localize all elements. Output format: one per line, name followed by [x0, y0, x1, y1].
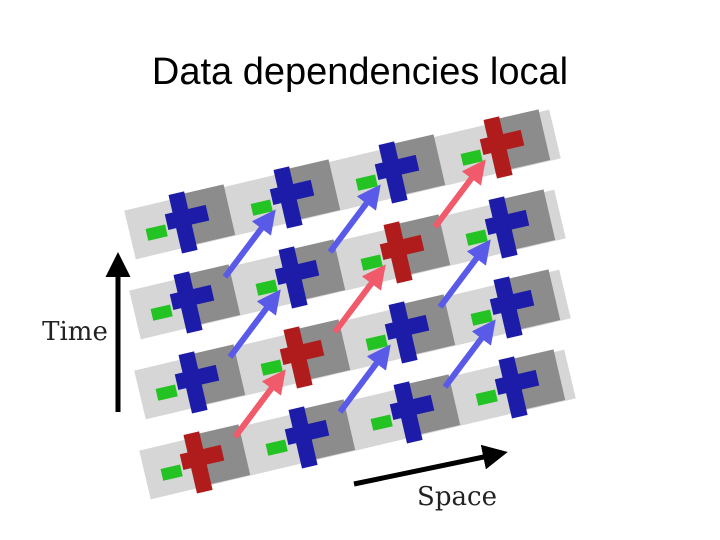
plus [269, 166, 315, 229]
cell [470, 269, 561, 339]
plus [374, 141, 420, 204]
plus [479, 116, 525, 179]
plus [274, 246, 320, 309]
dependency-arrow [437, 239, 491, 309]
cell [260, 319, 351, 389]
source-marker [370, 414, 393, 431]
plus [179, 431, 225, 494]
source-marker [160, 464, 183, 481]
cell [155, 344, 246, 414]
plus [279, 326, 325, 389]
dependency-arrow [232, 369, 286, 439]
cell [460, 109, 551, 179]
dependency-arrow [327, 184, 381, 254]
plus [489, 276, 535, 339]
cell [160, 424, 251, 494]
cell [265, 399, 356, 469]
cell [475, 349, 566, 419]
dependency-arrow [442, 319, 496, 389]
space-label: Space [417, 482, 497, 512]
plus [484, 196, 530, 259]
lattice [124, 109, 576, 500]
dependency-arrow [432, 159, 486, 229]
time-label: Time [42, 317, 108, 347]
cell [145, 184, 236, 254]
dependency-arrow [222, 209, 276, 279]
dependency-arrow [227, 289, 281, 359]
cell [150, 264, 241, 334]
plus [494, 356, 540, 419]
source-marker [145, 224, 168, 241]
plus [174, 351, 220, 414]
source-marker [265, 439, 288, 456]
plus [384, 301, 430, 364]
cell [365, 294, 456, 364]
plus [169, 271, 215, 334]
space-arrow [353, 444, 508, 487]
cell [370, 374, 461, 444]
plus [389, 381, 435, 444]
cell [355, 134, 446, 204]
dependency-arrows [222, 159, 496, 439]
dependency-arrow [337, 344, 391, 414]
cell [255, 239, 346, 309]
plus [164, 191, 210, 254]
plus [284, 406, 330, 469]
cell [360, 214, 451, 284]
source-marker [155, 384, 178, 401]
source-marker [475, 389, 498, 406]
dependency-arrow [332, 264, 386, 334]
source-marker [150, 304, 173, 321]
title: Data dependencies local [152, 51, 568, 93]
plus [379, 221, 425, 284]
